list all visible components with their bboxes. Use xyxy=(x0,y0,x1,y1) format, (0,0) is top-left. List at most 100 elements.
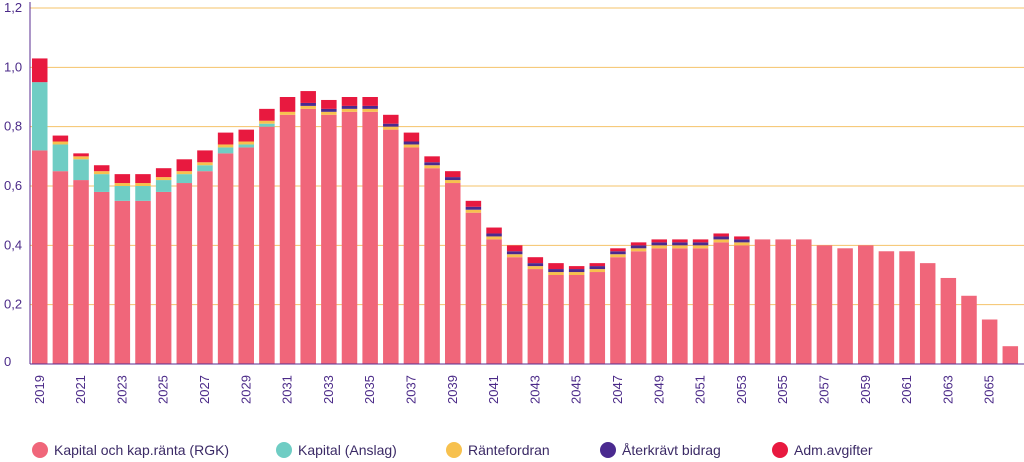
x-tick-label: 2043 xyxy=(527,375,542,404)
bar-segment xyxy=(734,239,750,243)
bar-segment xyxy=(217,153,234,364)
bar-segment xyxy=(424,168,440,364)
bar-segment xyxy=(176,171,193,175)
bar-segment xyxy=(114,186,131,201)
bar-segment xyxy=(445,183,461,364)
bar-segment xyxy=(899,251,915,364)
bar-segment xyxy=(527,269,544,364)
bar-segment xyxy=(176,174,193,184)
bar-segment xyxy=(465,206,482,210)
bar-segment xyxy=(527,263,544,267)
bar-segment xyxy=(135,200,151,364)
bar-segment xyxy=(238,141,254,145)
y-tick-label: 0,2 xyxy=(4,297,22,312)
bar-segment xyxy=(300,102,316,106)
bar-segment xyxy=(692,248,709,364)
bar-segment xyxy=(589,263,606,267)
bar-segment xyxy=(135,174,151,184)
bar-segment xyxy=(32,82,48,151)
bar-segment xyxy=(692,245,709,249)
x-tick-label: 2047 xyxy=(610,375,625,404)
bar-segment xyxy=(424,165,440,169)
bar-segment xyxy=(52,135,69,142)
x-tick-label: 2035 xyxy=(362,375,377,404)
bar-segment xyxy=(548,275,564,364)
bar-segment xyxy=(568,266,585,270)
bar-segment xyxy=(610,257,626,364)
bar-segment xyxy=(672,242,688,246)
bar-segment xyxy=(279,111,296,115)
bar-segment xyxy=(93,165,110,172)
bar-segment xyxy=(775,239,791,364)
x-tick-label: 2065 xyxy=(982,375,997,404)
bar-segment xyxy=(713,236,729,240)
bar-segment xyxy=(1002,346,1019,364)
bar-segment xyxy=(155,168,172,178)
bar-segment xyxy=(300,91,316,103)
bar-segment xyxy=(961,295,977,364)
legend-swatch-aterkravt xyxy=(600,442,616,458)
x-tick-label: 2023 xyxy=(114,375,129,404)
bar-segment xyxy=(93,174,110,192)
bar-segment xyxy=(362,97,378,106)
bar-segment xyxy=(610,248,626,252)
y-tick-label: 1,2 xyxy=(4,0,22,15)
bar-segment xyxy=(506,254,523,258)
bar-segment xyxy=(486,227,502,234)
bar-segment xyxy=(672,245,688,249)
bar-segment xyxy=(52,171,69,364)
legend: Kapital och kap.ränta (RGK) Kapital (Ans… xyxy=(0,436,1024,462)
legend-swatch-anslag xyxy=(276,442,292,458)
bar-segment xyxy=(940,277,957,364)
bar-segment xyxy=(506,245,523,252)
bar-segment xyxy=(692,242,709,246)
x-tick-label: 2059 xyxy=(858,375,873,404)
bar-segment xyxy=(796,239,812,364)
bar-segment xyxy=(217,147,234,154)
bar-segment xyxy=(548,272,564,275)
bar-segment xyxy=(589,266,606,270)
bar-segment xyxy=(754,239,771,364)
x-tick-label: 2041 xyxy=(486,375,501,404)
bar-segment xyxy=(73,159,89,181)
bar-segment xyxy=(837,248,853,364)
x-tick-label: 2051 xyxy=(693,375,708,404)
bar-segment xyxy=(259,126,275,365)
bar-segment xyxy=(259,123,275,127)
bar-segment xyxy=(362,111,378,364)
bar-segment xyxy=(568,269,585,273)
bar-segment xyxy=(383,123,399,127)
bar-segment xyxy=(630,248,647,252)
bar-segment xyxy=(610,251,626,255)
bar-segment xyxy=(403,141,420,145)
legend-item-aterkravt: Återkrävt bidrag xyxy=(600,442,721,458)
bar-segment xyxy=(651,239,667,243)
x-tick-label: 2045 xyxy=(569,375,584,404)
bar-segment xyxy=(445,171,461,178)
bar-segment xyxy=(238,144,254,148)
x-tick-label: 2039 xyxy=(445,375,460,404)
legend-item-anslag: Kapital (Anslag) xyxy=(276,442,397,458)
bar-segment xyxy=(589,272,606,364)
bar-segment xyxy=(527,257,544,264)
bar-segment xyxy=(114,200,131,364)
bar-segment xyxy=(321,99,337,109)
bar-segment xyxy=(506,251,523,255)
bar-segment xyxy=(713,233,729,237)
bar-segment xyxy=(672,239,688,243)
bar-segment xyxy=(279,97,296,112)
bar-segment xyxy=(32,150,48,364)
bar-segment xyxy=(341,105,358,109)
bar-segment xyxy=(362,105,378,109)
bar-segment xyxy=(300,105,316,109)
bar-segment xyxy=(114,174,131,184)
bar-segment xyxy=(816,245,833,364)
bar-segment xyxy=(465,212,482,364)
bar-segment xyxy=(651,248,667,364)
y-tick-label: 0 xyxy=(4,354,11,369)
bar-segment xyxy=(217,132,234,145)
bar-segment xyxy=(919,263,936,364)
bar-segment xyxy=(630,245,647,249)
bar-segment xyxy=(610,254,626,258)
